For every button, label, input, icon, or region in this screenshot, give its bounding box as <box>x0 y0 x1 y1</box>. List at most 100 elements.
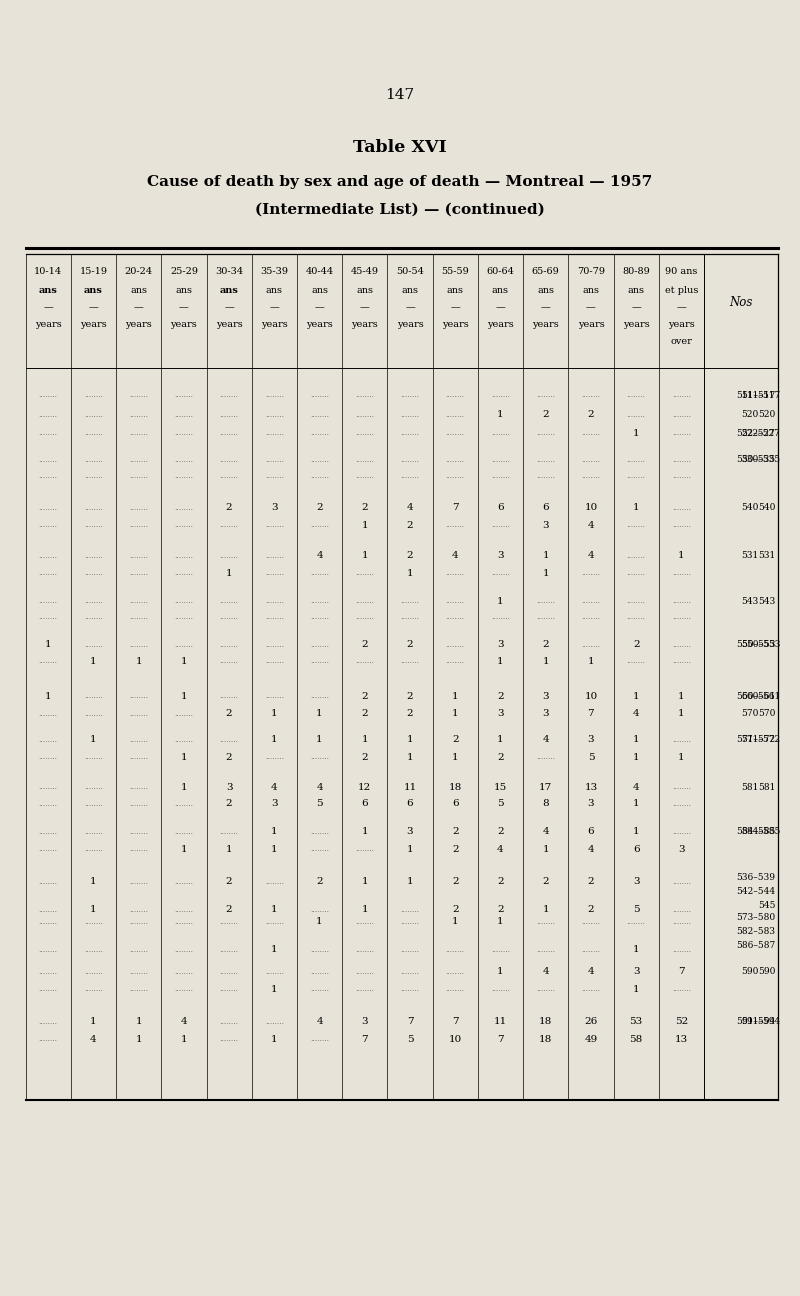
Text: ........: ........ <box>401 411 419 419</box>
Text: 1: 1 <box>678 753 685 762</box>
Text: 3: 3 <box>542 521 549 530</box>
Text: 2: 2 <box>362 692 368 701</box>
Text: 1: 1 <box>90 1017 97 1026</box>
Text: ........: ........ <box>401 906 419 914</box>
Text: ans: ans <box>220 286 238 295</box>
Text: 4: 4 <box>542 968 549 976</box>
Text: ........: ........ <box>220 1017 238 1026</box>
Text: ........: ........ <box>129 985 148 993</box>
Text: ........: ........ <box>536 918 555 927</box>
Text: 17: 17 <box>539 783 552 792</box>
Text: 530–535: 530–535 <box>741 455 780 464</box>
Text: ........: ........ <box>38 569 58 577</box>
Text: years: years <box>668 320 694 329</box>
Text: 3: 3 <box>588 736 594 744</box>
Text: ........: ........ <box>672 391 691 399</box>
Text: 15: 15 <box>494 783 507 792</box>
Text: ........: ........ <box>401 657 419 665</box>
Text: ........: ........ <box>129 429 148 437</box>
Text: ........: ........ <box>38 710 58 718</box>
Text: 2: 2 <box>497 828 504 836</box>
Text: 2: 2 <box>497 906 504 915</box>
Text: ........: ........ <box>38 521 58 529</box>
Text: ........: ........ <box>220 429 238 437</box>
Text: 540: 540 <box>758 504 775 512</box>
Text: ........: ........ <box>129 456 148 464</box>
Text: 1: 1 <box>226 569 233 578</box>
Text: ........: ........ <box>582 985 601 993</box>
Text: ........: ........ <box>174 613 194 621</box>
Text: ........: ........ <box>310 968 329 976</box>
Text: ........: ........ <box>355 613 374 621</box>
Text: 590: 590 <box>741 968 758 976</box>
Text: ........: ........ <box>536 429 555 437</box>
Text: 18: 18 <box>449 783 462 792</box>
Text: ........: ........ <box>38 657 58 665</box>
Text: ........: ........ <box>38 613 58 621</box>
Text: 50-54: 50-54 <box>396 267 424 276</box>
Text: years: years <box>351 320 378 329</box>
Text: ans: ans <box>311 286 328 295</box>
Text: ........: ........ <box>84 552 103 560</box>
Text: ........: ........ <box>310 597 329 605</box>
Text: ........: ........ <box>174 918 194 927</box>
Text: ans: ans <box>266 286 283 295</box>
Text: 4: 4 <box>588 968 594 976</box>
Text: ........: ........ <box>310 657 329 665</box>
Text: 2: 2 <box>226 709 233 718</box>
Text: ........: ........ <box>672 521 691 529</box>
Text: years: years <box>622 320 650 329</box>
Text: ........: ........ <box>355 429 374 437</box>
Text: ........: ........ <box>174 504 194 512</box>
Text: ........: ........ <box>174 429 194 437</box>
Text: ........: ........ <box>536 946 555 954</box>
Text: 5: 5 <box>497 800 504 809</box>
Text: ........: ........ <box>38 968 58 976</box>
Text: 2: 2 <box>226 906 233 915</box>
Text: ........: ........ <box>672 800 691 807</box>
Text: 584–585: 584–585 <box>736 828 775 836</box>
Text: ........: ........ <box>220 552 238 560</box>
Text: 52: 52 <box>674 1017 688 1026</box>
Text: ........: ........ <box>536 597 555 605</box>
Text: 540: 540 <box>741 504 758 512</box>
Text: ........: ........ <box>38 1017 58 1026</box>
Text: ........: ........ <box>84 710 103 718</box>
Text: ........: ........ <box>38 906 58 914</box>
Text: ........: ........ <box>582 946 601 954</box>
Text: 10: 10 <box>584 504 598 512</box>
Text: years: years <box>532 320 559 329</box>
Text: 7: 7 <box>406 1017 414 1026</box>
Text: 2: 2 <box>497 753 504 762</box>
Text: ........: ........ <box>310 906 329 914</box>
Text: ........: ........ <box>401 429 419 437</box>
Text: 80-89: 80-89 <box>622 267 650 276</box>
Text: 11: 11 <box>494 1017 507 1026</box>
Text: ........: ........ <box>265 411 284 419</box>
Text: ........: ........ <box>310 569 329 577</box>
Text: 1: 1 <box>90 657 97 666</box>
Text: 3: 3 <box>542 709 549 718</box>
Text: 1: 1 <box>271 828 278 836</box>
Text: ........: ........ <box>672 411 691 419</box>
Text: ........: ........ <box>446 429 465 437</box>
Text: 586–587: 586–587 <box>736 941 775 950</box>
Text: years: years <box>216 320 242 329</box>
Text: 511–517: 511–517 <box>741 390 780 399</box>
Text: ........: ........ <box>174 456 194 464</box>
Text: 2: 2 <box>226 504 233 512</box>
Text: ........: ........ <box>446 657 465 665</box>
Text: 1: 1 <box>406 845 414 854</box>
Text: 2: 2 <box>226 877 233 886</box>
Text: ........: ........ <box>129 391 148 399</box>
Text: 4: 4 <box>406 504 414 512</box>
Text: —: — <box>224 303 234 312</box>
Text: 591–594: 591–594 <box>736 1017 775 1026</box>
Text: 4: 4 <box>588 552 594 560</box>
Text: ........: ........ <box>491 946 510 954</box>
Text: 1: 1 <box>362 877 368 886</box>
Text: 4: 4 <box>633 709 639 718</box>
Text: ........: ........ <box>310 429 329 437</box>
Text: ........: ........ <box>265 521 284 529</box>
Text: 6: 6 <box>452 800 458 809</box>
